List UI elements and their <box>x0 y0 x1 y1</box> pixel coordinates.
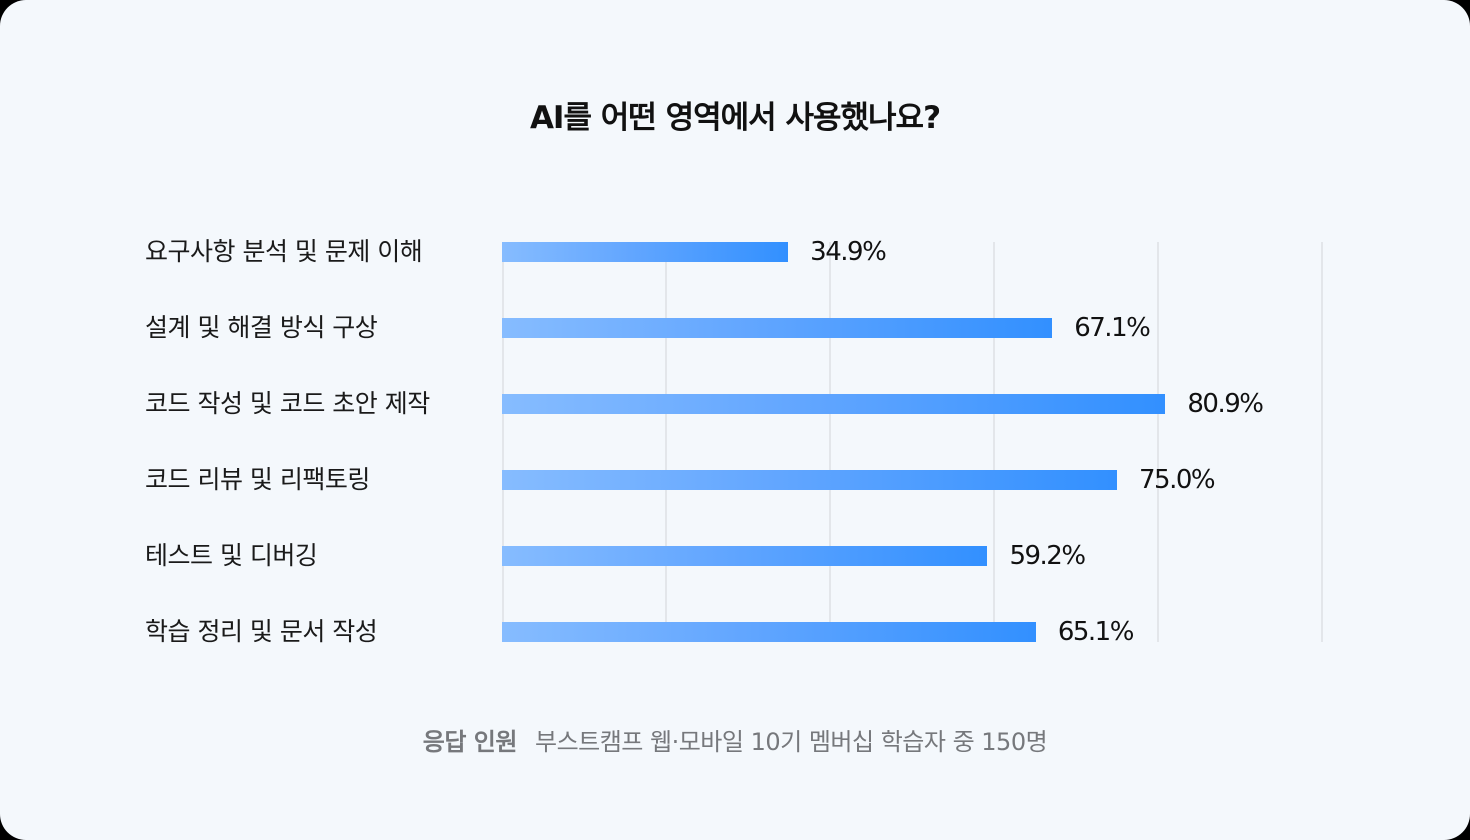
bar-row: 코드 리뷰 및 리팩토링 75.0% <box>0 460 1470 500</box>
bar-row: 테스트 및 디버깅 59.2% <box>0 536 1470 576</box>
value-label: 65.1% <box>1057 617 1135 647</box>
category-label: 설계 및 해결 방식 구상 <box>145 313 378 342</box>
category-label: 코드 리뷰 및 리팩토링 <box>145 465 370 494</box>
value-label: 75.0% <box>1139 465 1216 495</box>
bar <box>502 622 1036 642</box>
bar-row: 요구사항 분석 및 문제 이해 34.9% <box>0 232 1470 272</box>
gridline <box>1157 242 1159 642</box>
bar <box>502 470 1117 490</box>
gridline <box>1321 242 1323 642</box>
category-label: 테스트 및 디버깅 <box>145 541 318 570</box>
bar <box>502 394 1166 414</box>
category-label: 학습 정리 및 문서 작성 <box>145 617 378 646</box>
bar-row: 학습 정리 및 문서 작성 65.1% <box>0 612 1470 652</box>
value-label: 80.9% <box>1187 389 1264 419</box>
bar <box>502 318 1053 338</box>
value-label: 34.9% <box>810 237 887 267</box>
category-label: 코드 작성 및 코드 초안 제작 <box>145 389 430 418</box>
gridline <box>993 242 995 642</box>
respondents-note: 응답 인원 부스트캠프 웹·모바일 10기 멤버십 학습자 중 150명 <box>0 722 1470 757</box>
value-label: 59.2% <box>1009 541 1086 571</box>
bar <box>502 546 988 566</box>
gridline <box>829 242 831 642</box>
respondents-label: 응답 인원 <box>422 728 518 756</box>
gridline <box>665 242 667 642</box>
respondents-text: 부스트캠프 웹·모바일 10기 멤버십 학습자 중 150명 <box>534 728 1048 756</box>
bar-row: 설계 및 해결 방식 구상 67.1% <box>0 308 1470 348</box>
bar <box>502 242 789 262</box>
chart-title: AI를 어떤 영역에서 사용했나요? <box>529 100 941 136</box>
category-label: 요구사항 분석 및 문제 이해 <box>145 237 423 266</box>
value-label: 67.1% <box>1074 313 1151 343</box>
gridline <box>502 242 504 642</box>
bar-row: 코드 작성 및 코드 초안 제작 80.9% <box>0 384 1470 424</box>
